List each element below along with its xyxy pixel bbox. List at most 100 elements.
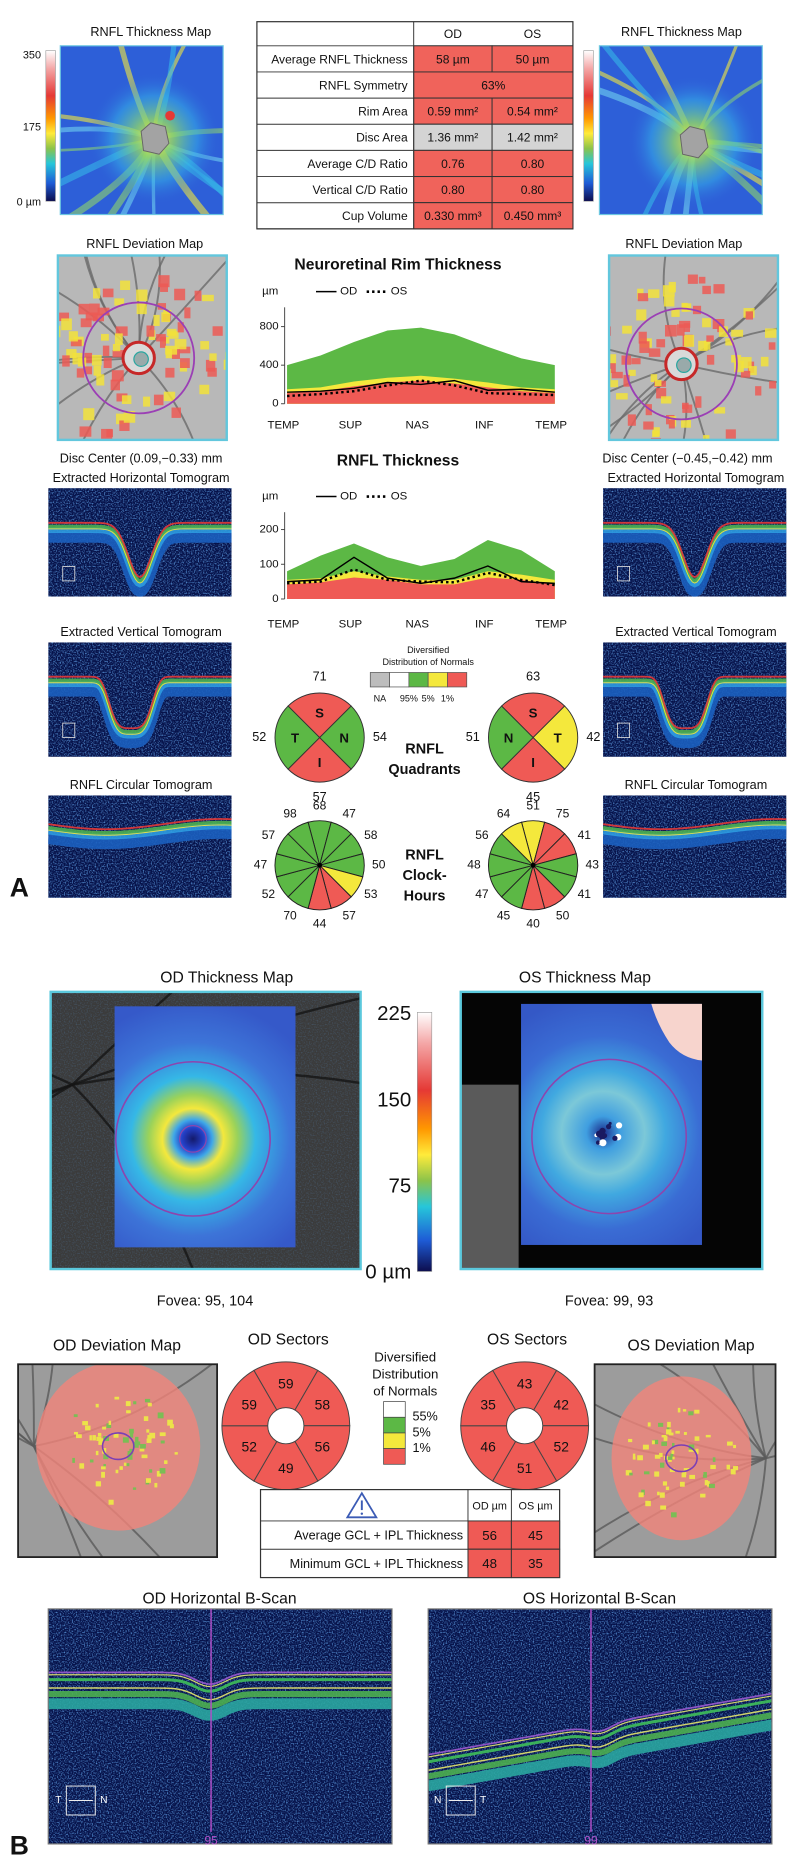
clock-value: 50 xyxy=(556,909,570,923)
deviation-patch xyxy=(158,275,170,288)
retinal-layer xyxy=(48,828,232,850)
orientation-label: N xyxy=(434,1795,441,1806)
cup xyxy=(133,351,149,367)
deviation-patch xyxy=(730,1469,736,1475)
deviation-patch xyxy=(645,1500,651,1507)
deviation-patch xyxy=(741,357,752,369)
deviation-patch xyxy=(199,384,210,395)
retinal-layer xyxy=(428,1692,772,1756)
quadrant xyxy=(532,705,579,770)
deviation-patch xyxy=(80,318,92,328)
retinal-layer xyxy=(48,678,232,734)
retinal-layer xyxy=(428,1708,772,1771)
quadrant xyxy=(274,705,321,770)
deviation-patch xyxy=(92,313,104,322)
deviation-patch xyxy=(698,340,708,351)
deviation-patch xyxy=(209,353,217,362)
legend-swatch xyxy=(389,672,410,688)
deviation-patch xyxy=(115,1469,119,1474)
speck xyxy=(599,1134,606,1141)
deviation-patch xyxy=(643,421,654,430)
deviation-patch xyxy=(595,331,605,341)
thickness-map xyxy=(114,1006,296,1248)
tomogram-title: Extracted Horizontal Tomogram xyxy=(607,471,784,485)
deviation-patch xyxy=(648,289,660,298)
deviation-patch xyxy=(102,345,110,357)
legend-swatch xyxy=(383,1448,406,1465)
deviation-patch xyxy=(116,413,125,425)
deviation-patch xyxy=(68,331,78,342)
deviation-patch xyxy=(100,333,109,341)
map-title: OS Thickness Map xyxy=(519,970,651,987)
table-label: Vertical C/D Ratio xyxy=(313,183,408,197)
deviation-patch xyxy=(681,302,688,312)
quadrant-letter: S xyxy=(315,706,324,721)
deviation-patch xyxy=(671,1456,675,1460)
orientation-label: N xyxy=(100,1795,107,1806)
deviation-patch xyxy=(97,307,110,316)
deviation-patch xyxy=(726,1464,731,1470)
deviation-patch xyxy=(93,288,101,299)
deviation-patch xyxy=(194,290,202,301)
deviation-patch xyxy=(682,404,693,413)
table-label: Rim Area xyxy=(358,105,408,119)
deviation-patch xyxy=(731,329,744,337)
legend-label: NA xyxy=(374,693,387,703)
deviation-patch xyxy=(136,303,147,315)
map-frame xyxy=(459,990,764,1271)
clock-value: 56 xyxy=(475,828,489,842)
colorbar-label: 0 µm xyxy=(17,196,41,208)
section-title: Quadrants xyxy=(388,762,460,778)
deviation-patch xyxy=(212,326,223,336)
deviation-patch xyxy=(647,1422,651,1427)
deviation-patch xyxy=(687,274,698,284)
deviation-patch xyxy=(609,380,619,388)
deviation-patch xyxy=(665,1486,670,1491)
clock-value: 41 xyxy=(578,887,592,901)
table-value: 0.76 xyxy=(441,157,465,171)
deviation-patch xyxy=(171,407,181,418)
clock-value: 44 xyxy=(313,917,327,931)
deviation-patch xyxy=(149,1432,156,1439)
sector xyxy=(253,1361,319,1427)
map-title: RNFL Thickness Map xyxy=(621,25,742,39)
deviation-area xyxy=(611,1376,752,1541)
quadrant-letter: N xyxy=(339,730,349,745)
map-frame xyxy=(59,45,224,216)
clock-value: 47 xyxy=(342,806,356,820)
deviation-patch xyxy=(660,442,667,448)
deviation-patch xyxy=(147,1402,152,1407)
scan-frame xyxy=(427,1608,773,1845)
deviation-patch xyxy=(632,1456,636,1460)
colorbar-label: 350 xyxy=(23,49,41,61)
deviation-patch xyxy=(157,303,167,310)
clock-value: 47 xyxy=(475,887,489,901)
map-frame xyxy=(49,990,362,1271)
sector-value: 58 xyxy=(315,1397,331,1413)
deviation-patch xyxy=(694,1409,700,1414)
quadrant xyxy=(488,705,534,770)
deviation-patch xyxy=(667,1421,671,1428)
deviation-patch xyxy=(167,1419,173,1426)
measurement-circle xyxy=(115,1060,271,1217)
deviation-patch xyxy=(136,289,148,302)
table-cell xyxy=(491,176,574,204)
deviation-patch xyxy=(154,1482,158,1488)
retinal-layer xyxy=(603,521,787,579)
deviation-patch xyxy=(740,370,751,378)
deviation-patch xyxy=(703,1472,707,1476)
deviation-patch xyxy=(671,1442,675,1447)
deviation-patch xyxy=(140,1443,146,1449)
series-line xyxy=(286,379,555,398)
section-title: RNFL xyxy=(405,741,444,757)
deviation-patch xyxy=(120,280,131,291)
retinal-layer xyxy=(48,685,232,749)
deviation-patch xyxy=(119,1466,123,1470)
deviation-patch xyxy=(89,1435,92,1441)
deviation-patch xyxy=(84,366,93,375)
deviation-patch xyxy=(681,420,691,428)
clock-value: 41 xyxy=(578,828,592,842)
clock-value: 58 xyxy=(364,828,378,842)
deviation-patch xyxy=(683,1432,687,1435)
vessel xyxy=(752,1364,767,1459)
